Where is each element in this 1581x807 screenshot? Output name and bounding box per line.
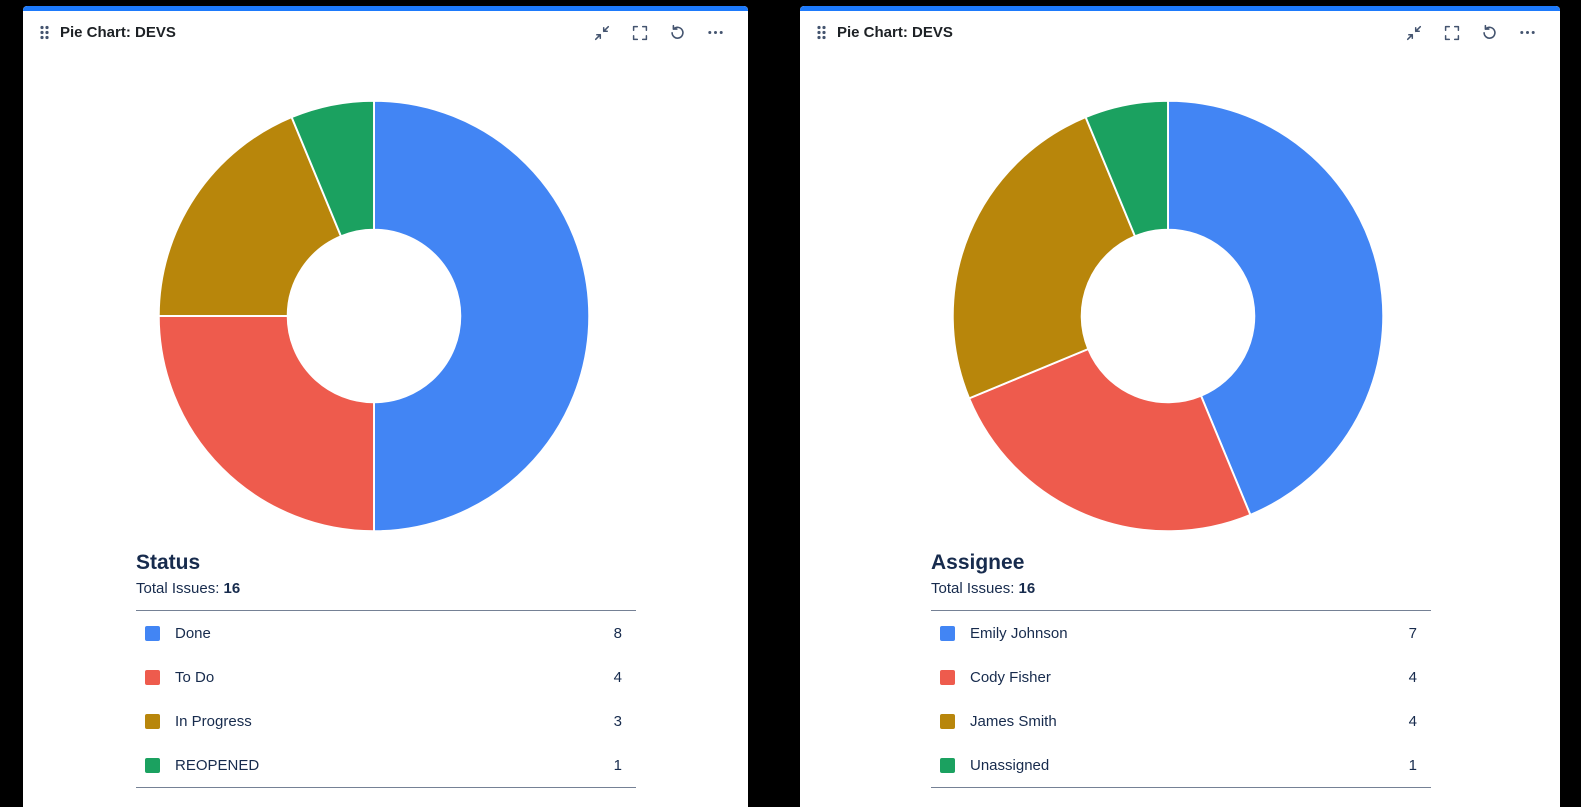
drag-handle-icon[interactable] (816, 24, 827, 41)
pie-segment-done[interactable] (372, 99, 590, 533)
chart-area (800, 93, 1560, 539)
more-button[interactable] (1519, 24, 1536, 41)
total-issues-label: Total Issues: (136, 580, 220, 597)
legend-value: 4 (613, 668, 622, 686)
pie-segment-unassigned[interactable] (1084, 99, 1169, 238)
widget-title: Pie Chart: DEVS (60, 24, 176, 41)
legend-label: In Progress (175, 712, 252, 730)
legend-value: 7 (1408, 624, 1417, 642)
total-issues-value: 16 (1018, 580, 1036, 597)
widget-header: Pie Chart: DEVS (23, 11, 748, 51)
more-icon (1520, 31, 1535, 34)
chart-section-title: Assignee (931, 551, 1025, 574)
legend: Emily Johnson 7 Cody Fisher 4 James Smit… (931, 610, 1431, 788)
chart-area (23, 93, 748, 539)
legend-swatch (940, 713, 955, 729)
legend-swatch (145, 625, 160, 641)
legend-label: Emily Johnson (970, 624, 1068, 642)
pie-segment-to-do[interactable] (157, 315, 375, 533)
refresh-button[interactable] (1481, 24, 1498, 41)
total-issues-label: Total Issues: (931, 580, 1015, 597)
total-issues: Total Issues: 16 (136, 580, 636, 597)
chart-summary: Assignee Total Issues: 16 Emily Johnson … (931, 551, 1431, 788)
total-issues-value: 16 (223, 580, 241, 597)
legend-value: 3 (613, 712, 622, 730)
chart-section-title: Status (136, 551, 201, 574)
legend-value: 1 (1408, 756, 1417, 774)
collapse-button[interactable] (593, 24, 610, 41)
pie-chart-widget-status: Pie Chart: DEVS (23, 6, 748, 807)
legend-row[interactable]: REOPENED 1 (136, 743, 636, 787)
widget-header: Pie Chart: DEVS (800, 11, 1560, 51)
legend-row[interactable]: Unassigned 1 (931, 743, 1431, 787)
legend-swatch (145, 669, 160, 685)
legend-label: Done (175, 624, 211, 642)
collapse-button[interactable] (1405, 24, 1422, 41)
fullscreen-icon (632, 25, 647, 40)
pie-chart-widget-assignee: Pie Chart: DEVS (800, 6, 1560, 807)
more-icon (708, 31, 723, 34)
status-donut-chart (157, 99, 590, 533)
legend-row[interactable]: Emily Johnson 7 (931, 611, 1431, 655)
fullscreen-button[interactable] (1443, 24, 1460, 41)
legend-label: To Do (175, 668, 215, 686)
fullscreen-icon (1444, 25, 1459, 40)
legend-label: Unassigned (970, 756, 1050, 774)
legend: Done 8 To Do 4 In Progress 3 REOPENED 1 (136, 610, 636, 788)
legend-label: Cody Fisher (970, 668, 1051, 686)
legend-label: REOPENED (175, 756, 260, 774)
legend-row[interactable]: James Smith 4 (931, 699, 1431, 743)
refresh-icon (1483, 24, 1496, 39)
drag-handle-icon[interactable] (39, 24, 50, 41)
legend-row[interactable]: Cody Fisher 4 (931, 655, 1431, 699)
legend-row[interactable]: To Do 4 (136, 655, 636, 699)
widget-toolbar (1405, 24, 1536, 41)
pie-segment-reopened[interactable] (289, 99, 375, 238)
legend-label: James Smith (970, 712, 1057, 730)
assignee-donut-chart (951, 99, 1385, 533)
legend-row[interactable]: Done 8 (136, 611, 636, 655)
more-button[interactable] (707, 24, 724, 41)
widget-title: Pie Chart: DEVS (837, 24, 953, 41)
legend-swatch (145, 713, 160, 729)
widget-toolbar (593, 24, 724, 41)
pie-segment-emily-johnson[interactable] (1167, 99, 1385, 517)
legend-value: 4 (1408, 712, 1417, 730)
legend-swatch (145, 757, 160, 773)
pie-segment-cody-fisher[interactable] (967, 347, 1252, 533)
total-issues: Total Issues: 16 (931, 580, 1431, 597)
panel-accent-bar (800, 6, 1560, 11)
legend-row[interactable]: In Progress 3 (136, 699, 636, 743)
legend-value: 8 (613, 624, 622, 642)
legend-value: 1 (613, 756, 622, 774)
refresh-icon (671, 24, 684, 39)
pie-segment-james-smith[interactable] (951, 115, 1137, 400)
collapse-icon (594, 25, 609, 40)
chart-summary: Status Total Issues: 16 Done 8 To Do 4 I… (136, 551, 636, 788)
collapse-icon (1406, 25, 1421, 40)
legend-swatch (940, 669, 955, 685)
panel-accent-bar (23, 6, 748, 11)
legend-value: 4 (1408, 668, 1417, 686)
legend-swatch (940, 757, 955, 773)
pie-segment-in-progress[interactable] (157, 115, 342, 317)
refresh-button[interactable] (669, 24, 686, 41)
fullscreen-button[interactable] (631, 24, 648, 41)
legend-swatch (940, 625, 955, 641)
